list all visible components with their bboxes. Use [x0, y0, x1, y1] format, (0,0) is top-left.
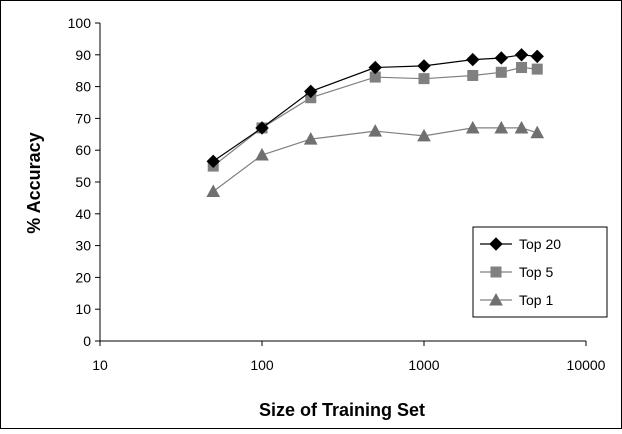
data-point-top-1 [303, 132, 318, 145]
data-point-top-5 [495, 66, 507, 78]
y-tick-label: 80 [75, 79, 91, 95]
y-tick-label: 0 [83, 333, 91, 349]
legend: Top 20 Top 5 Top 1 [472, 226, 608, 318]
data-point-top-20 [255, 121, 269, 135]
data-point-top-5 [516, 62, 528, 74]
x-tick-label: 10000 [567, 357, 606, 373]
data-point-top-1 [494, 120, 509, 134]
x-tick-label: 10 [92, 357, 108, 373]
legend-item-top-5: Top 5 [480, 264, 553, 280]
series-top-1 [206, 120, 545, 198]
data-point-top-1 [206, 184, 221, 198]
x-tick-label: 1000 [408, 357, 439, 373]
legend-label: Top 1 [519, 292, 553, 308]
legend-item-top-20: Top 20 [480, 236, 561, 252]
y-axis-title: % Accuracy [24, 132, 44, 233]
data-point-top-20 [368, 60, 382, 75]
data-point-top-20 [206, 154, 220, 169]
y-tick-label: 70 [75, 110, 91, 126]
data-point-top-5 [418, 73, 430, 85]
legend-marker-top-5 [490, 266, 502, 278]
x-tick-label: 100 [250, 357, 274, 373]
y-tick-label: 40 [75, 206, 91, 222]
y-tick-label: 60 [75, 142, 91, 158]
data-point-top-1 [514, 120, 529, 134]
data-point-top-20 [304, 84, 318, 99]
legend-marker-top-1 [489, 292, 503, 306]
data-point-top-20 [466, 52, 480, 67]
series-group [206, 48, 545, 198]
y-tick-label: 100 [68, 15, 92, 31]
legend-items: Top 20 Top 5 Top 1 [480, 236, 561, 308]
y-tick-label: 90 [75, 47, 91, 63]
data-point-top-20 [417, 59, 431, 73]
data-point-top-5 [467, 69, 479, 81]
data-point-top-20 [514, 48, 529, 62]
y-tick-label: 20 [75, 269, 91, 285]
data-point-top-1 [465, 120, 480, 134]
x-axis-title: Size of Training Set [259, 400, 425, 420]
y-tick-label: 30 [75, 238, 91, 254]
data-point-top-1 [530, 125, 545, 139]
data-point-top-1 [417, 128, 431, 142]
legend-label: Top 20 [519, 236, 561, 252]
data-point-top-1 [255, 147, 269, 161]
data-point-top-20 [494, 51, 509, 65]
data-point-top-20 [530, 49, 544, 64]
data-point-top-5 [531, 63, 543, 75]
y-tick-label: 10 [75, 301, 91, 317]
legend-item-top-1: Top 1 [480, 292, 553, 308]
data-point-top-1 [368, 124, 383, 137]
legend-label: Top 5 [519, 264, 553, 280]
series-top-20 [206, 48, 544, 169]
legend-marker-top-20 [489, 237, 503, 251]
y-tick-label: 50 [75, 174, 91, 190]
